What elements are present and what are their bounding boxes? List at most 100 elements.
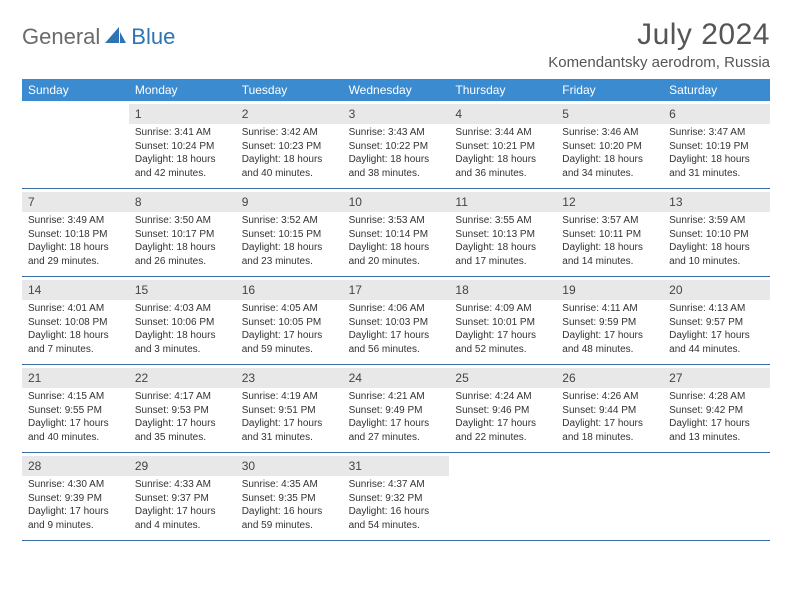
daylight2-text: and 31 minutes.: [669, 167, 764, 181]
date-row: 7: [22, 192, 129, 212]
day-cell: 25Sunrise: 4:24 AMSunset: 9:46 PMDayligh…: [449, 365, 556, 452]
sunset-text: Sunset: 9:57 PM: [669, 316, 764, 330]
date-number: 19: [562, 283, 575, 297]
sunset-text: Sunset: 10:22 PM: [349, 140, 444, 154]
date-row: 18: [449, 280, 556, 300]
day-cell: 8Sunrise: 3:50 AMSunset: 10:17 PMDayligh…: [129, 189, 236, 276]
day-cell: 17Sunrise: 4:06 AMSunset: 10:03 PMDaylig…: [343, 277, 450, 364]
sunrise-text: Sunrise: 4:37 AM: [349, 478, 444, 492]
date-row: 8: [129, 192, 236, 212]
daylight2-text: and 4 minutes.: [135, 519, 230, 533]
daylight2-text: and 31 minutes.: [242, 431, 337, 445]
sunset-text: Sunset: 10:05 PM: [242, 316, 337, 330]
date-number: 14: [28, 283, 41, 297]
month-title: July 2024: [548, 18, 770, 52]
date-number: 5: [562, 107, 569, 121]
date-row: 31: [343, 456, 450, 476]
sunrise-text: Sunrise: 4:11 AM: [562, 302, 657, 316]
date-number: 11: [455, 195, 467, 209]
daylight1-text: Daylight: 17 hours: [562, 417, 657, 431]
sunrise-text: Sunrise: 4:05 AM: [242, 302, 337, 316]
sunset-text: Sunset: 10:10 PM: [669, 228, 764, 242]
sunset-text: Sunset: 10:14 PM: [349, 228, 444, 242]
date-row: 13: [663, 192, 770, 212]
daylight2-text: and 29 minutes.: [28, 255, 123, 269]
date-row: 23: [236, 368, 343, 388]
date-row: 1: [129, 104, 236, 124]
sunrise-text: Sunrise: 3:55 AM: [455, 214, 550, 228]
calendar: Sunday Monday Tuesday Wednesday Thursday…: [22, 79, 770, 541]
sunrise-text: Sunrise: 4:15 AM: [28, 390, 123, 404]
day-cell: 22Sunrise: 4:17 AMSunset: 9:53 PMDayligh…: [129, 365, 236, 452]
sunset-text: Sunset: 10:21 PM: [455, 140, 550, 154]
daylight2-text: and 56 minutes.: [349, 343, 444, 357]
sunset-text: Sunset: 9:35 PM: [242, 492, 337, 506]
date-number: 27: [669, 371, 682, 385]
date-number: 9: [242, 195, 249, 209]
date-row: 22: [129, 368, 236, 388]
sunrise-text: Sunrise: 4:21 AM: [349, 390, 444, 404]
day-cell: 24Sunrise: 4:21 AMSunset: 9:49 PMDayligh…: [343, 365, 450, 452]
daylight2-text: and 42 minutes.: [135, 167, 230, 181]
sunset-text: Sunset: 10:15 PM: [242, 228, 337, 242]
date-row: 3: [343, 104, 450, 124]
day-cell: 30Sunrise: 4:35 AMSunset: 9:35 PMDayligh…: [236, 453, 343, 540]
day-cell: [663, 453, 770, 540]
daylight1-text: Daylight: 17 hours: [669, 329, 764, 343]
sunset-text: Sunset: 10:19 PM: [669, 140, 764, 154]
sunset-text: Sunset: 9:32 PM: [349, 492, 444, 506]
date-number: 2: [242, 107, 249, 121]
date-number: 31: [349, 459, 362, 473]
date-row: 21: [22, 368, 129, 388]
sunrise-text: Sunrise: 4:06 AM: [349, 302, 444, 316]
sunrise-text: Sunrise: 3:46 AM: [562, 126, 657, 140]
daylight1-text: Daylight: 17 hours: [135, 505, 230, 519]
sunrise-text: Sunrise: 3:43 AM: [349, 126, 444, 140]
daylight2-text: and 35 minutes.: [135, 431, 230, 445]
date-row: 24: [343, 368, 450, 388]
sunset-text: Sunset: 9:37 PM: [135, 492, 230, 506]
date-row: 4: [449, 104, 556, 124]
daylight2-text: and 3 minutes.: [135, 343, 230, 357]
sunrise-text: Sunrise: 4:33 AM: [135, 478, 230, 492]
sunrise-text: Sunrise: 4:09 AM: [455, 302, 550, 316]
sunset-text: Sunset: 10:06 PM: [135, 316, 230, 330]
daylight2-text: and 23 minutes.: [242, 255, 337, 269]
daylight2-text: and 38 minutes.: [349, 167, 444, 181]
sunset-text: Sunset: 10:17 PM: [135, 228, 230, 242]
daylight2-text: and 22 minutes.: [455, 431, 550, 445]
sunrise-text: Sunrise: 4:26 AM: [562, 390, 657, 404]
date-row: 11: [449, 192, 556, 212]
location: Komendantsky aerodrom, Russia: [548, 54, 770, 71]
sunrise-text: Sunrise: 4:24 AM: [455, 390, 550, 404]
date-number: 18: [455, 283, 468, 297]
daylight2-text: and 13 minutes.: [669, 431, 764, 445]
brand-part2: Blue: [131, 24, 175, 50]
day-cell: 7Sunrise: 3:49 AMSunset: 10:18 PMDayligh…: [22, 189, 129, 276]
date-number: 1: [135, 107, 142, 121]
day-cell: 4Sunrise: 3:44 AMSunset: 10:21 PMDayligh…: [449, 101, 556, 188]
sunset-text: Sunset: 10:24 PM: [135, 140, 230, 154]
sunset-text: Sunset: 10:23 PM: [242, 140, 337, 154]
sunset-text: Sunset: 10:03 PM: [349, 316, 444, 330]
date-row: 30: [236, 456, 343, 476]
daylight2-text: and 27 minutes.: [349, 431, 444, 445]
sunset-text: Sunset: 9:46 PM: [455, 404, 550, 418]
daylight2-text: and 59 minutes.: [242, 519, 337, 533]
sunrise-text: Sunrise: 3:41 AM: [135, 126, 230, 140]
sunrise-text: Sunrise: 3:44 AM: [455, 126, 550, 140]
sunset-text: Sunset: 9:53 PM: [135, 404, 230, 418]
daylight1-text: Daylight: 16 hours: [242, 505, 337, 519]
title-block: July 2024 Komendantsky aerodrom, Russia: [548, 18, 770, 71]
daylight1-text: Daylight: 16 hours: [349, 505, 444, 519]
sunset-text: Sunset: 9:44 PM: [562, 404, 657, 418]
daylight1-text: Daylight: 18 hours: [349, 153, 444, 167]
day-cell: 13Sunrise: 3:59 AMSunset: 10:10 PMDaylig…: [663, 189, 770, 276]
header: General Blue July 2024 Komendantsky aero…: [22, 18, 770, 71]
daylight2-text: and 7 minutes.: [28, 343, 123, 357]
daylight2-text: and 18 minutes.: [562, 431, 657, 445]
day-cell: 9Sunrise: 3:52 AMSunset: 10:15 PMDayligh…: [236, 189, 343, 276]
date-row: 2: [236, 104, 343, 124]
sunrise-text: Sunrise: 4:19 AM: [242, 390, 337, 404]
date-number: 24: [349, 371, 362, 385]
